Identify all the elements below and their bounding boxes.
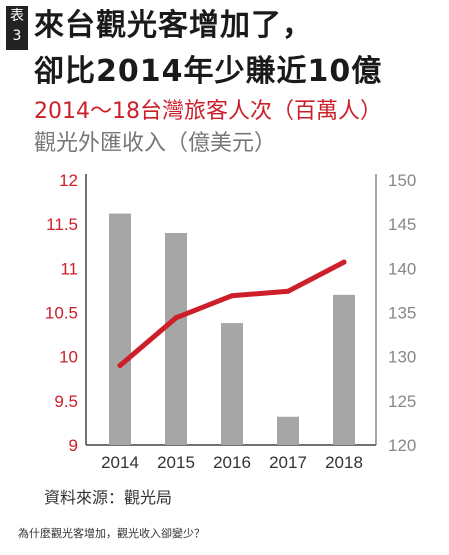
bar-revenue-2014 <box>109 213 131 445</box>
bar-revenue-2016 <box>221 323 243 445</box>
figure-badge: 表 3 <box>6 6 28 50</box>
left-axis-tick-label: 10.5 <box>45 304 78 323</box>
x-axis-tick-label: 2015 <box>157 453 195 472</box>
caption: 為什麼觀光客增加，觀光收入卻變少？ <box>18 527 205 540</box>
point-visitors-2018 <box>341 259 347 265</box>
headline-line-2: 卻比2014年少賺近10億 <box>34 54 383 89</box>
x-axis-tick-label: 2014 <box>101 453 139 472</box>
source-note: 資料來源：觀光局 <box>44 488 173 507</box>
left-axis-tick-label: 12 <box>59 171 78 190</box>
headline-line-1: 來台觀光客增加了， <box>34 8 313 43</box>
x-axis-tick-label: 2018 <box>325 453 363 472</box>
left-axis-tick-label: 9.5 <box>54 392 78 411</box>
x-axis-tick-label: 2017 <box>269 453 307 472</box>
point-visitors-2014 <box>117 363 123 368</box>
x-axis-tick-label: 2016 <box>213 453 251 472</box>
right-axis-tick-label: 140 <box>388 259 416 278</box>
point-visitors-2015 <box>173 315 179 321</box>
left-axis-tick-label: 9 <box>69 436 78 455</box>
series-label-revenue: 觀光外匯收入（億美元） <box>34 131 277 156</box>
series-label-visitors: 2014～18台灣旅客人次（百萬人） <box>34 99 382 124</box>
bar-revenue-2018 <box>333 294 355 445</box>
right-axis-tick-label: 135 <box>388 304 416 323</box>
bar-revenue-2017 <box>277 416 299 445</box>
chart: 12 11.5 11 10.5 10 9.5 9 150 145 140 135 130 125 120 2… <box>45 171 416 472</box>
badge-label: 表 <box>10 8 24 24</box>
right-axis-tick-label: 145 <box>388 215 416 234</box>
right-axis-tick-label: 125 <box>388 392 416 411</box>
right-axis-tick-label: 150 <box>388 171 416 190</box>
right-axis-tick-label: 120 <box>388 436 416 455</box>
left-axis-tick-label: 10 <box>59 348 78 367</box>
badge-number: 3 <box>12 28 22 44</box>
point-visitors-2017 <box>285 288 291 294</box>
bar-revenue-2015 <box>165 233 187 445</box>
left-axis-tick-label: 11 <box>60 259 78 278</box>
left-axis-tick-label: 11.5 <box>46 215 78 234</box>
right-axis-tick-label: 130 <box>388 348 416 367</box>
point-visitors-2016 <box>229 293 235 299</box>
